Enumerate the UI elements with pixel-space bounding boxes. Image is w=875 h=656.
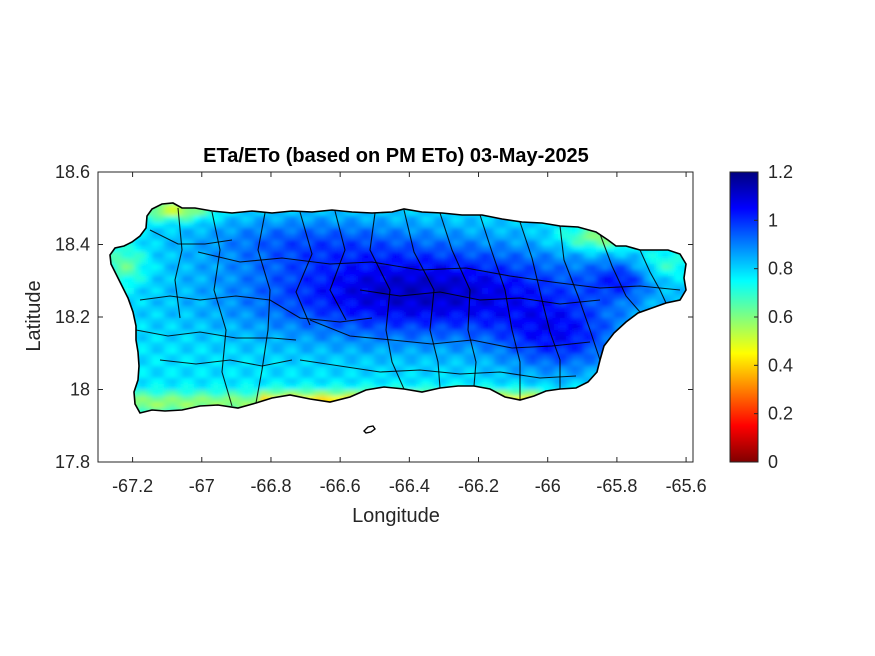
y-axis-label: Latitude bbox=[23, 280, 45, 351]
colorbar-tick-label: 0.2 bbox=[768, 404, 793, 424]
x-tick-label: -66.8 bbox=[250, 476, 291, 496]
x-tick-label: -66.6 bbox=[320, 476, 361, 496]
x-tick-label: -65.8 bbox=[596, 476, 637, 496]
municipal-boundary-line bbox=[559, 225, 601, 361]
colorbar bbox=[729, 171, 759, 463]
municipal-boundary-line bbox=[479, 214, 521, 400]
y-tick-label: 18.6 bbox=[55, 162, 90, 182]
municipal-boundary-line bbox=[329, 210, 347, 321]
x-tick-label: -65.6 bbox=[666, 476, 707, 496]
municipal-boundary-line bbox=[403, 209, 441, 389]
y-tick-label: 18.2 bbox=[55, 307, 90, 327]
x-tick-label: -66 bbox=[535, 476, 561, 496]
islet-outline bbox=[363, 425, 376, 434]
x-tick-label: -67.2 bbox=[112, 476, 153, 496]
municipal-boundary-line bbox=[255, 212, 271, 404]
x-axis-ticks: -67.2 -67 -66.8 -66.6 -66.4 -66.2 -66 -65.8 -65.… bbox=[112, 172, 707, 496]
municipal-boundary-line bbox=[369, 212, 405, 390]
municipal-boundary-line bbox=[599, 233, 641, 313]
municipal-boundaries bbox=[135, 207, 681, 407]
colorbar-tick-label: 1 bbox=[768, 210, 778, 230]
y-axis-ticks: 17.8 18 18.2 18.4 18.6 bbox=[55, 162, 693, 472]
municipal-boundary-line bbox=[174, 207, 183, 319]
municipal-boundary-line bbox=[159, 359, 293, 367]
municipal-boundary-line bbox=[211, 211, 233, 407]
x-tick-label: -67 bbox=[189, 476, 215, 496]
municipal-boundary-line bbox=[439, 212, 477, 387]
x-axis-label: Longitude bbox=[352, 505, 440, 527]
municipal-boundary-line bbox=[299, 359, 577, 379]
y-tick-label: 18 bbox=[70, 380, 90, 400]
island-outline bbox=[109, 202, 687, 414]
municipal-boundary-line bbox=[359, 289, 601, 305]
x-tick-label: -66.4 bbox=[389, 476, 430, 496]
colorbar-tick-label: 0.6 bbox=[768, 307, 793, 327]
colorbar-tick-label: 0 bbox=[768, 452, 778, 472]
colorbar-tick-label: 0.8 bbox=[768, 259, 793, 279]
municipal-boundary-line bbox=[135, 329, 297, 341]
municipal-boundary-line bbox=[639, 249, 667, 304]
colorbar-ticks: 0 0.2 0.4 0.6 0.8 1 1.2 bbox=[754, 162, 793, 472]
municipal-boundary-line bbox=[295, 211, 313, 326]
municipal-boundary-line bbox=[197, 251, 681, 291]
municipal-boundary-line bbox=[519, 221, 561, 389]
municipal-boundary-line bbox=[309, 319, 591, 349]
y-tick-label: 18.4 bbox=[55, 235, 90, 255]
chart-title: ETa/ETo (based on PM ETo) 03-May-2025 bbox=[203, 145, 589, 167]
y-tick-label: 17.8 bbox=[55, 452, 90, 472]
colorbar-tick-label: 1.2 bbox=[768, 162, 793, 182]
colorbar-tick-label: 0.4 bbox=[768, 355, 793, 375]
municipal-boundary-line bbox=[139, 295, 373, 323]
x-tick-label: -66.2 bbox=[458, 476, 499, 496]
